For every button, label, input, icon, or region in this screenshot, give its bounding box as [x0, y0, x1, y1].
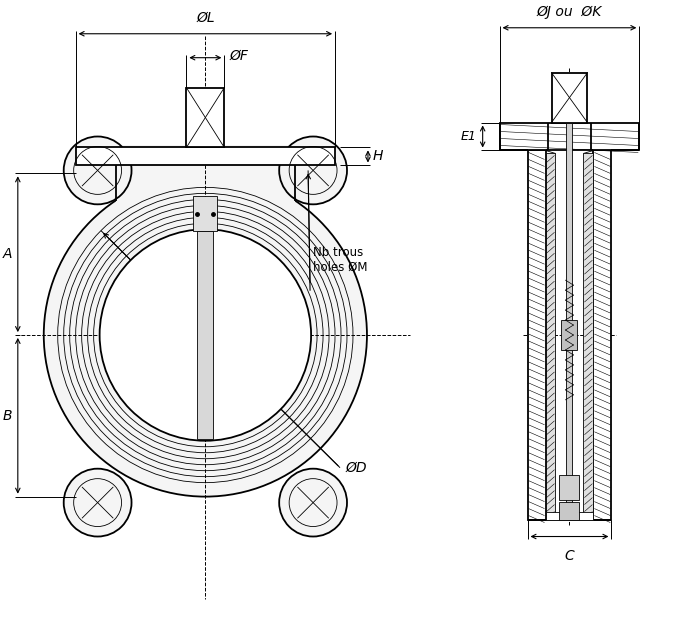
Bar	[528, 151, 611, 520]
Bar	[116, 146, 295, 335]
Bar	[567, 123, 572, 520]
Bar	[560, 475, 579, 500]
Circle shape	[100, 229, 311, 440]
Bar	[500, 123, 639, 151]
Bar	[186, 88, 224, 148]
Bar	[546, 153, 556, 516]
Bar	[193, 196, 217, 231]
Circle shape	[279, 468, 347, 536]
Circle shape	[64, 136, 131, 204]
Text: E1: E1	[461, 130, 477, 143]
Bar	[551, 73, 588, 123]
Text: ØL: ØL	[196, 11, 215, 25]
Bar	[593, 151, 611, 520]
Bar	[584, 153, 593, 516]
Bar	[75, 148, 335, 166]
Bar	[561, 320, 577, 350]
Text: ØD: ØD	[345, 460, 366, 475]
Text: ØF: ØF	[230, 49, 248, 63]
Text: H: H	[373, 150, 383, 163]
Circle shape	[64, 468, 131, 536]
Bar	[546, 511, 593, 520]
Bar	[560, 502, 579, 520]
Text: ØJ ou  ØK: ØJ ou ØK	[537, 5, 602, 19]
Text: Nb trous
holes ØM: Nb trous holes ØM	[313, 246, 368, 274]
Bar	[528, 151, 546, 520]
Circle shape	[44, 173, 367, 497]
Text: A: A	[2, 247, 12, 261]
Bar	[198, 231, 214, 439]
Text: C: C	[565, 549, 574, 563]
Circle shape	[279, 136, 347, 204]
Text: B: B	[2, 409, 12, 423]
